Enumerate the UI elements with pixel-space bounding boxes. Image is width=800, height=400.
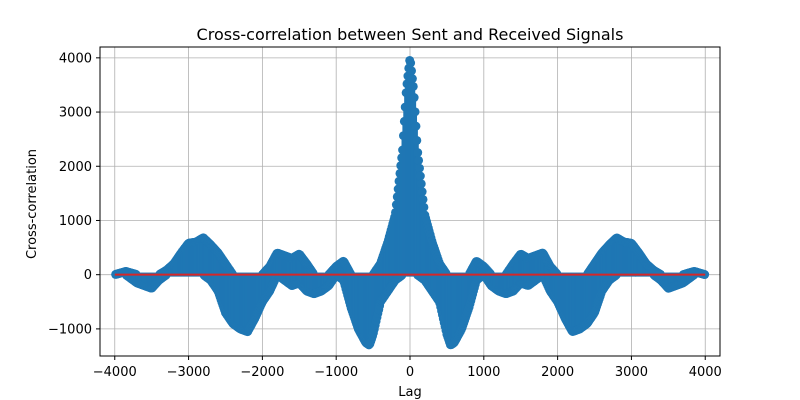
stem-marker (416, 179, 426, 189)
x-tick-label: 1000 (467, 365, 500, 380)
stem-marker (409, 93, 419, 103)
stem-marker (406, 58, 416, 68)
stem-marker (407, 74, 417, 84)
stem-marker (419, 202, 429, 212)
chart-title: Cross-correlation between Sent and Recei… (197, 25, 624, 44)
y-tick-label: 2000 (59, 160, 92, 175)
stem-marker (412, 135, 422, 145)
stem-marker (418, 194, 428, 204)
stem-marker (413, 148, 423, 158)
x-axis-label: Lag (398, 385, 421, 400)
x-tick-label: 4000 (689, 365, 722, 380)
x-tick-label: −4000 (93, 365, 137, 380)
stem-marker (406, 66, 416, 76)
x-tick-label: −3000 (167, 365, 211, 380)
y-tick-label: 4000 (59, 51, 92, 66)
stem-marker (410, 107, 420, 117)
x-tick-label: −1000 (314, 365, 358, 380)
x-tick-label: 0 (406, 365, 414, 380)
y-tick-label: 0 (84, 268, 92, 283)
stem-marker (414, 155, 424, 165)
stem-marker (415, 171, 425, 181)
x-axis-ticks: −4000 −3000 −2000 −1000 0 1000 2000 3000 4000 (93, 356, 722, 380)
x-tick-label: 2000 (541, 365, 574, 380)
stem-marker (417, 187, 427, 197)
y-axis-label: Cross-correlation (25, 149, 40, 259)
y-tick-label: 1000 (59, 214, 92, 229)
y-tick-label: −1000 (48, 322, 92, 337)
y-tick-label: 3000 (59, 106, 92, 121)
stem-marker (411, 121, 421, 131)
stem-marker (408, 81, 418, 91)
x-tick-label: −2000 (240, 365, 284, 380)
x-tick-label: 3000 (615, 365, 648, 380)
stem-marker (414, 163, 424, 173)
y-axis-ticks: −1000 0 1000 2000 3000 4000 (48, 51, 100, 337)
